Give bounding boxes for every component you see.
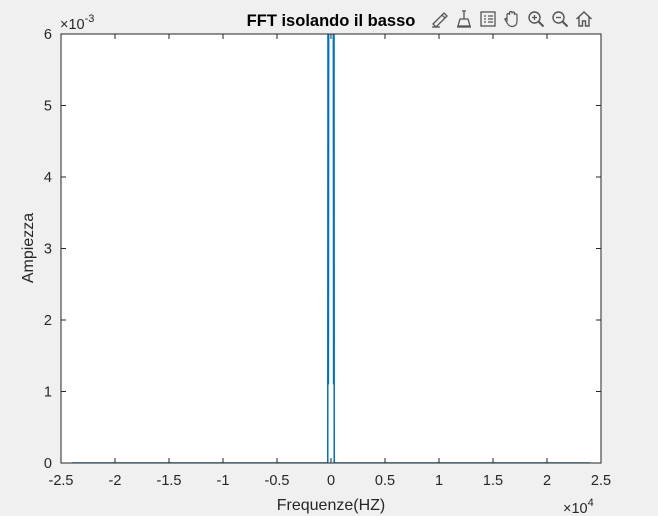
ticks-layer: -2.5 -2 -1.5 -1 -0.5 0 0.5 1 1.5 2 2.5 0 1 2 3 4 5 6 bbox=[44, 27, 611, 489]
x-tick-label: 0.5 bbox=[375, 473, 395, 489]
home-button[interactable] bbox=[573, 8, 595, 30]
brush-icon bbox=[432, 12, 448, 28]
zoom-out-button[interactable] bbox=[549, 8, 571, 30]
x-tick-label: 1 bbox=[435, 473, 443, 489]
x-exponent-label: ×104 bbox=[563, 497, 594, 516]
y-tick-label: 1 bbox=[44, 385, 52, 401]
x-tick-label: 2 bbox=[543, 473, 551, 489]
x-exponent-power: 4 bbox=[588, 497, 594, 509]
plot-area bbox=[61, 34, 601, 463]
zoom-out-icon bbox=[552, 11, 569, 28]
y-tick-label: 2 bbox=[44, 313, 52, 329]
y-exponent-power: -3 bbox=[85, 13, 95, 25]
y-tick-label: 4 bbox=[44, 170, 52, 186]
x-tick-label: -1 bbox=[217, 473, 230, 489]
home-icon bbox=[576, 11, 592, 27]
x-axis-label: Frequenze(HZ) bbox=[277, 497, 385, 514]
pan-button[interactable] bbox=[501, 8, 523, 30]
axes-toolbar bbox=[429, 7, 595, 31]
x-tick-label: -2 bbox=[109, 473, 122, 489]
y-tick-label: 0 bbox=[44, 456, 52, 472]
x-exponent-times: × bbox=[563, 501, 571, 516]
data-tips-icon bbox=[457, 10, 471, 28]
y-exponent-times: × bbox=[60, 17, 68, 33]
zoom-in-button[interactable] bbox=[525, 8, 547, 30]
chart-title: FFT isolando il basso bbox=[247, 12, 416, 30]
x-tick-label: 0 bbox=[327, 473, 335, 489]
svg-text:×10-3: ×10-3 bbox=[60, 13, 94, 33]
y-exponent-label: ×10-3 bbox=[60, 13, 94, 33]
series-line-0 bbox=[71, 34, 591, 463]
svg-text:×104: ×104 bbox=[563, 497, 594, 516]
pan-icon bbox=[504, 10, 518, 28]
y-exponent-base: 10 bbox=[68, 17, 84, 33]
y-tick-label: 5 bbox=[44, 99, 52, 115]
x-tick-label: 2.5 bbox=[591, 473, 611, 489]
x-tick-label: -1.5 bbox=[157, 473, 182, 489]
zoom-in-icon bbox=[528, 11, 545, 28]
legend-icon bbox=[480, 11, 496, 27]
y-tick-label: 6 bbox=[44, 27, 52, 43]
x-tick-label: 1.5 bbox=[483, 473, 503, 489]
y-tick-label: 3 bbox=[44, 242, 52, 258]
x-exponent-base: 10 bbox=[571, 501, 587, 516]
y-axis-label: Ampiezza bbox=[20, 213, 37, 283]
series-layer bbox=[71, 34, 591, 463]
x-tick-label: -2.5 bbox=[49, 473, 74, 489]
legend-button[interactable] bbox=[477, 8, 499, 30]
axes-box bbox=[60, 33, 602, 464]
brush-button[interactable] bbox=[429, 8, 451, 30]
x-tick-label: -0.5 bbox=[265, 473, 290, 489]
data-tips-button[interactable] bbox=[453, 8, 475, 30]
